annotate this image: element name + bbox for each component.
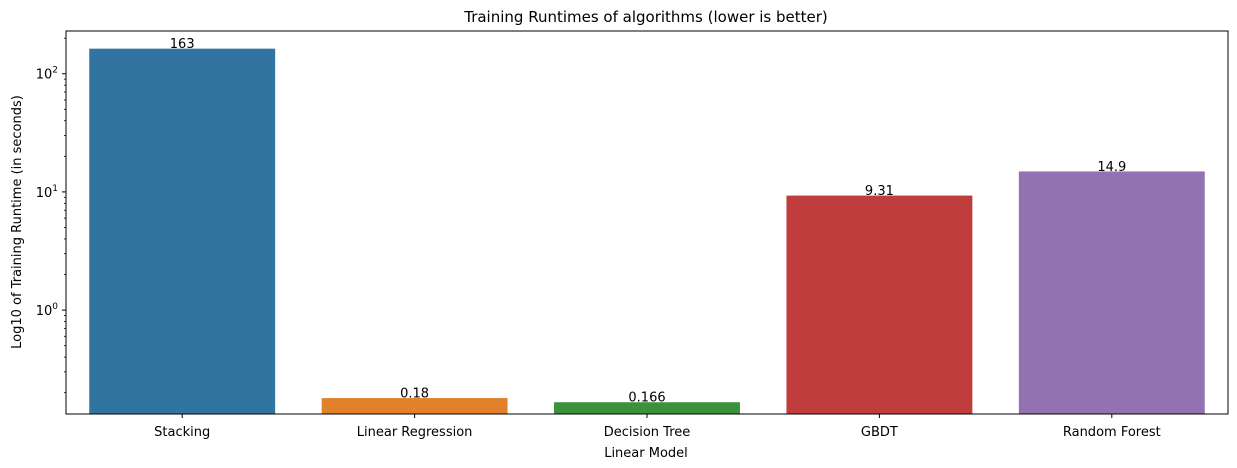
bars-group — [89, 48, 1205, 414]
y-tick-label: 101 — [36, 184, 58, 201]
chart-title: Training Runtimes of algorithms (lower i… — [463, 8, 828, 26]
data-label-random-forest: 14.9 — [1097, 160, 1126, 175]
bar-gbdt — [786, 195, 973, 414]
bar-stacking — [89, 48, 276, 414]
y-axis-ticks: 100 101 102 — [36, 37, 66, 394]
y-tick-label: 100 — [36, 302, 59, 319]
x-axis-label: Linear Model — [604, 446, 688, 461]
y-axis-label: Log10 of Training Runtime (in seconds) — [10, 95, 25, 349]
x-tick-label: GBDT — [861, 425, 898, 440]
x-tick-label: Stacking — [154, 425, 210, 440]
bar-decision-tree — [554, 402, 740, 414]
bar-random-forest — [1018, 171, 1205, 414]
x-tick-label: Linear Regression — [357, 425, 473, 440]
x-tick-label: Random Forest — [1063, 425, 1161, 440]
data-labels-group: 163 0.18 0.166 9.31 14.9 — [170, 37, 1126, 406]
y-tick-label: 102 — [36, 66, 58, 83]
bar-linear-regression — [321, 398, 508, 414]
x-axis-ticks: Stacking Linear Regression Decision Tree GB… — [154, 414, 1161, 440]
data-label-decision-tree: 0.166 — [628, 391, 665, 406]
x-tick-label: Decision Tree — [604, 425, 691, 440]
data-label-gbdt: 9.31 — [865, 184, 894, 199]
data-label-stacking: 163 — [170, 37, 195, 52]
data-label-linear-regression: 0.18 — [400, 387, 429, 402]
